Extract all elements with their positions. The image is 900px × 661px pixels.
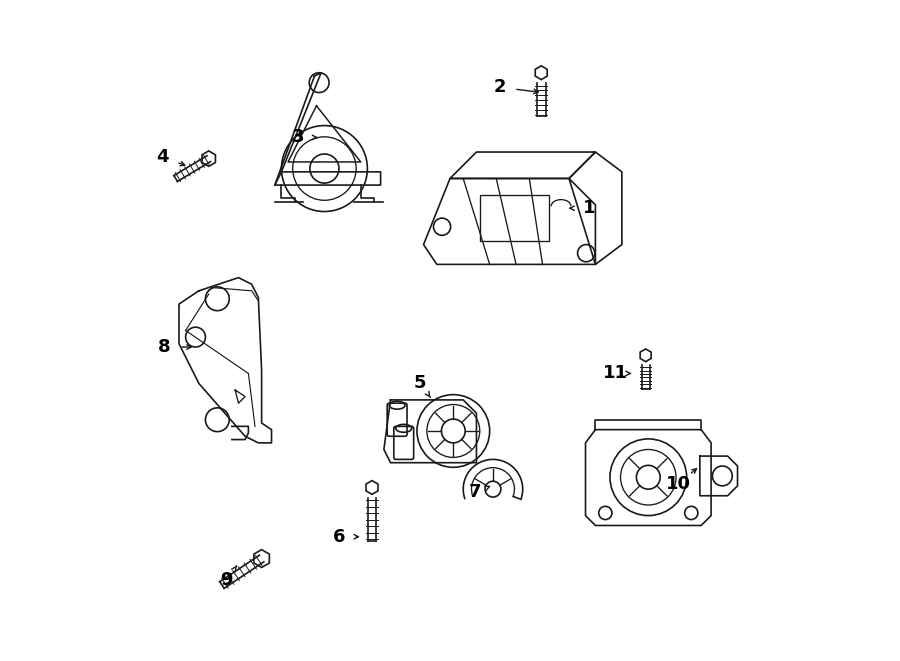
Text: 8: 8: [158, 338, 171, 356]
Text: 10: 10: [665, 475, 690, 493]
Text: 5: 5: [414, 374, 427, 393]
Text: 3: 3: [292, 128, 304, 147]
Text: 7: 7: [469, 483, 482, 502]
Text: 1: 1: [582, 199, 595, 217]
Text: 2: 2: [493, 78, 506, 97]
Text: 9: 9: [220, 571, 233, 590]
Text: 11: 11: [603, 364, 628, 383]
Text: 6: 6: [333, 527, 346, 546]
Text: 4: 4: [157, 148, 168, 167]
